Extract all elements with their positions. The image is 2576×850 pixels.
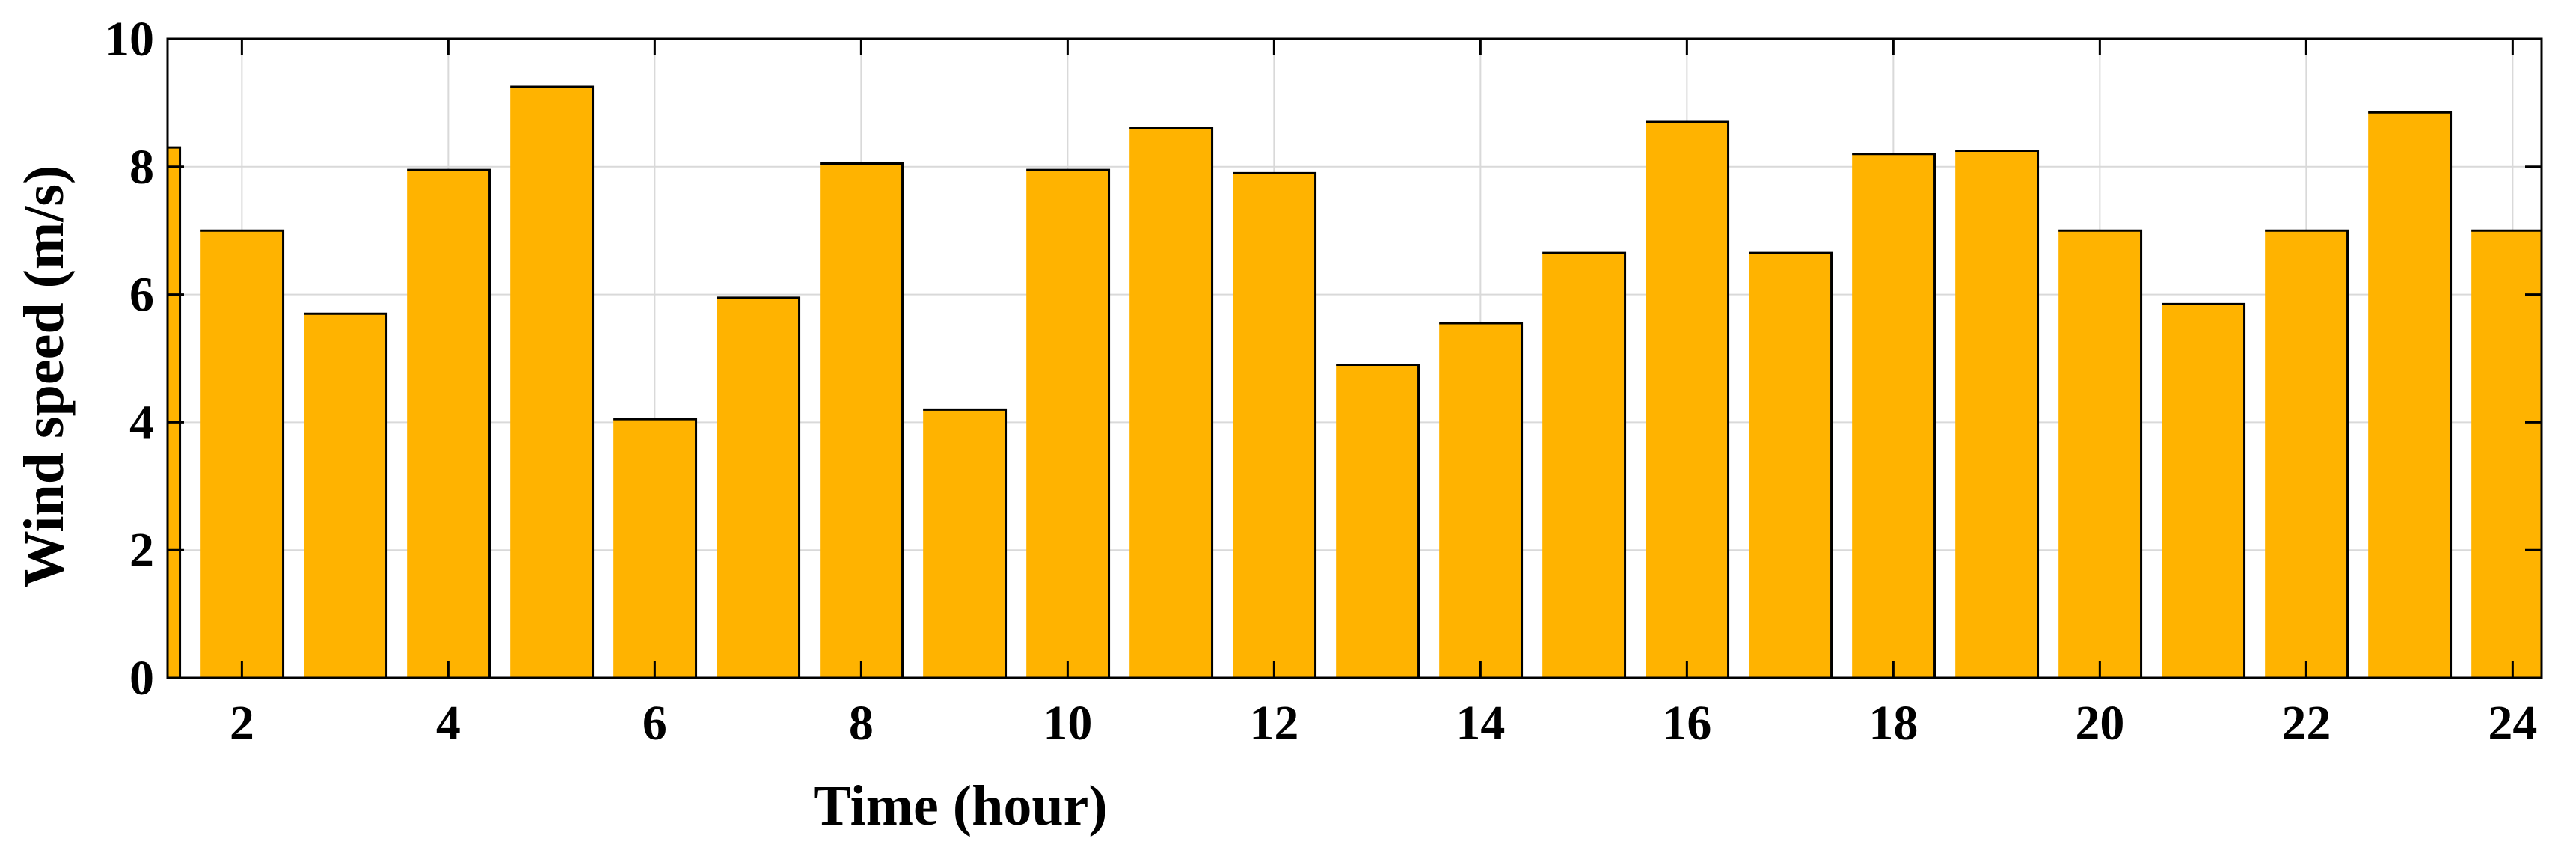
x-tick-label: 20 <box>2075 696 2124 750</box>
bar-edge <box>1749 251 1833 678</box>
bar <box>2058 230 2141 678</box>
bar-edge <box>820 162 904 678</box>
bar <box>510 87 593 679</box>
bar <box>1233 173 1316 679</box>
bar-edge <box>1336 364 1420 678</box>
x-tick-label: 14 <box>1456 696 1505 750</box>
bar <box>1749 253 1832 679</box>
plot-frame <box>166 37 2543 679</box>
bar <box>1955 150 2038 678</box>
bar <box>168 147 180 678</box>
y-axis-label: Wind speed (m/s) <box>13 165 76 587</box>
bar-edge <box>1026 168 1111 678</box>
bar-edge <box>717 296 801 678</box>
x-tick-label: 4 <box>436 696 461 750</box>
bar <box>923 409 1006 678</box>
bar-edge <box>1542 251 1627 678</box>
x-tick-label: 10 <box>1043 696 1092 750</box>
x-tick-label: 16 <box>1662 696 1711 750</box>
bar-edge <box>1129 127 1214 678</box>
x-axis-label: Time (hour) <box>813 774 1107 837</box>
bar-edge <box>304 312 388 678</box>
bar-edge <box>613 418 698 678</box>
bar-edge <box>2368 111 2453 678</box>
x-tick-label: 18 <box>1868 696 1918 750</box>
bar-edge <box>407 168 491 678</box>
x-tick-label: 2 <box>230 696 254 750</box>
bar-edge <box>168 146 182 678</box>
bar <box>200 230 283 678</box>
bar <box>1542 253 1625 679</box>
bar <box>613 419 696 678</box>
bar <box>2265 230 2348 678</box>
bar-edge <box>1955 149 2040 678</box>
bar <box>820 163 903 678</box>
axes <box>166 37 2543 679</box>
bar <box>304 314 387 678</box>
bar <box>1129 128 1212 678</box>
bar <box>1852 153 1935 679</box>
bar-edge <box>2162 302 2246 678</box>
bar <box>1439 323 1522 678</box>
bar-edge <box>1852 153 1936 678</box>
bar-edge <box>1439 322 1524 678</box>
bars <box>168 85 2543 679</box>
y-tick-label: 0 <box>129 651 154 706</box>
bar <box>1646 122 1729 678</box>
y-tick-label: 4 <box>129 395 154 450</box>
bar <box>2368 112 2451 678</box>
bar-edge <box>1233 171 1317 678</box>
x-tick-label: 24 <box>2488 696 2537 750</box>
bar-edge <box>2058 229 2143 678</box>
bar <box>2471 230 2542 678</box>
y-tick-label: 10 <box>105 12 154 67</box>
bar-edge <box>1646 120 1730 678</box>
bar <box>1336 364 1419 678</box>
y-tick-label: 2 <box>129 523 154 578</box>
bar <box>407 170 490 678</box>
y-tick-label: 6 <box>129 268 154 322</box>
x-tick-label: 8 <box>849 696 874 750</box>
bar-edge <box>510 85 595 678</box>
bar-edge <box>2265 229 2349 678</box>
bar-edge <box>200 229 285 678</box>
bar <box>1026 170 1109 678</box>
x-tick-label: 6 <box>643 696 667 750</box>
bar-edge <box>923 408 1008 678</box>
y-tick-label: 8 <box>129 140 154 195</box>
x-tick-label: 22 <box>2281 696 2331 750</box>
bar <box>717 297 800 678</box>
bar <box>2162 304 2245 678</box>
x-tick-label: 12 <box>1249 696 1298 750</box>
